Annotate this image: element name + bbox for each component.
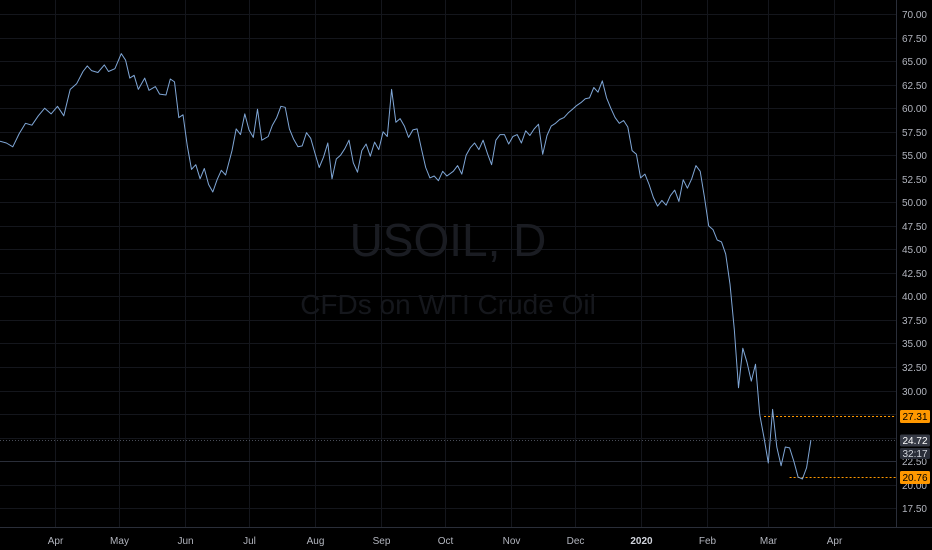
x-tick-label: Nov bbox=[503, 536, 521, 547]
current-price-badge-bg bbox=[900, 434, 930, 447]
y-tick-label: 40.00 bbox=[902, 292, 927, 303]
x-tick-label: Jul bbox=[243, 536, 256, 547]
bar-countdown-badge-label: 32:17 bbox=[902, 449, 927, 460]
y-tick-label: 20.00 bbox=[902, 481, 927, 492]
y-tick-label: 47.50 bbox=[902, 222, 927, 233]
y-tick-label: 70.00 bbox=[902, 10, 927, 21]
y-tick-label: 22.50 bbox=[902, 457, 927, 468]
current-price-badge: 24.72 bbox=[900, 434, 930, 447]
y-tick-label: 50.00 bbox=[902, 198, 927, 209]
y-tick-label: 62.50 bbox=[902, 81, 927, 92]
y-tick-label: 65.00 bbox=[902, 57, 927, 68]
x-tick-label: Oct bbox=[438, 536, 454, 547]
x-tick-label: Sep bbox=[373, 536, 391, 547]
y-tick-label: 30.00 bbox=[902, 387, 927, 398]
x-tick-label: 2020 bbox=[630, 536, 653, 547]
y-tick-label: 67.50 bbox=[902, 34, 927, 45]
y-tick-label: 45.00 bbox=[902, 245, 927, 256]
y-tick-label: 52.50 bbox=[902, 175, 927, 186]
bar-countdown-badge: 32:17 bbox=[900, 448, 930, 460]
price-level-lines bbox=[0, 416, 896, 478]
y-tick-label: 57.50 bbox=[902, 128, 927, 139]
x-tick-label: Dec bbox=[567, 536, 585, 547]
current-price-badge-label: 24.72 bbox=[902, 436, 927, 447]
x-tick-label: Apr bbox=[827, 536, 843, 547]
price-axis[interactable]: 17.5020.0022.5025.0027.5030.0032.5035.00… bbox=[902, 10, 927, 515]
watermark-description: CFDs on WTI Crude Oil bbox=[300, 289, 596, 320]
y-tick-label: 35.00 bbox=[902, 339, 927, 350]
x-tick-label: Mar bbox=[760, 536, 778, 547]
time-axis[interactable]: Apr May Jun Jul Aug Sep Oct Nov Dec 2020 Feb Mar Apr bbox=[48, 536, 843, 547]
x-tick-label: May bbox=[110, 536, 129, 547]
high-price-badge-label: 27.31 bbox=[902, 412, 927, 423]
y-tick-label: 37.50 bbox=[902, 316, 927, 327]
high-price-badge: 27.31 bbox=[900, 410, 930, 423]
x-tick-label: Jun bbox=[177, 536, 193, 547]
y-tick-label: 60.00 bbox=[902, 104, 927, 115]
high-price-badge-bg bbox=[900, 410, 930, 423]
chart-grid bbox=[0, 0, 896, 527]
y-tick-label: 55.00 bbox=[902, 151, 927, 162]
low-price-badge-label: 20.76 bbox=[902, 473, 927, 484]
price-line bbox=[0, 53, 812, 480]
low-price-badge: 20.76 bbox=[900, 471, 930, 484]
x-tick-label: Feb bbox=[699, 536, 717, 547]
low-price-badge-bg bbox=[900, 471, 930, 484]
watermark-symbol: USOIL, D bbox=[350, 214, 547, 266]
bar-countdown-badge-bg bbox=[900, 448, 930, 459]
x-tick-label: Aug bbox=[307, 536, 325, 547]
y-tick-label: 17.50 bbox=[902, 504, 927, 515]
y-tick-label: 32.50 bbox=[902, 363, 927, 374]
y-tick-label: 42.50 bbox=[902, 269, 927, 280]
x-tick-label: Apr bbox=[48, 536, 64, 547]
price-series bbox=[0, 53, 812, 480]
price-badges: 27.31 24.72 32:17 20.76 bbox=[900, 410, 930, 484]
